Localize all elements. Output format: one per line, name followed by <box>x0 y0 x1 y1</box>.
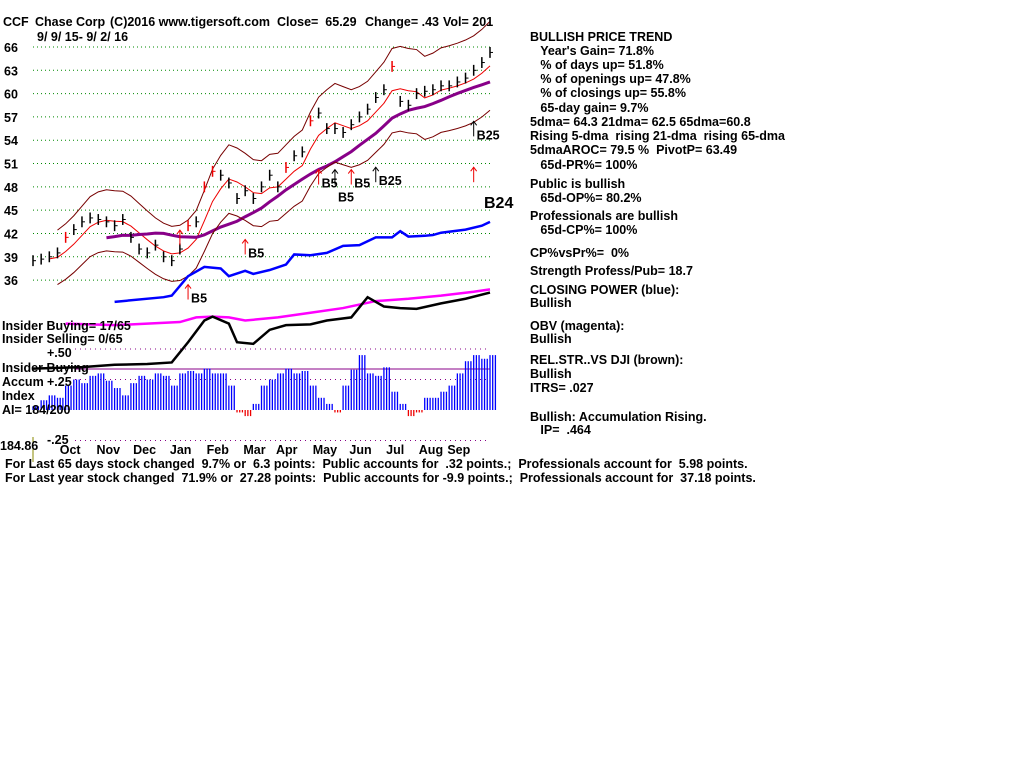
insider-buying-label: Insider Buying <box>2 361 89 375</box>
panel-line: % of days up= 51.8% <box>530 58 664 72</box>
panel-line: Rising 5-dma rising 21-dma rising 65-dma <box>530 129 785 143</box>
change-value: Change= .43 <box>365 15 439 29</box>
month-label: Aug <box>419 443 443 457</box>
y-tick-label: 60 <box>4 88 18 102</box>
y-tick-label: 66 <box>4 41 18 55</box>
signal-label: B5 <box>354 177 370 191</box>
signal-arrow-head <box>347 168 355 174</box>
ai-tick-minus25: -.25 <box>47 433 69 447</box>
b24-label: B24 <box>484 195 513 212</box>
signal-arrow-head <box>184 283 192 289</box>
panel-line: 65d-OP%= 80.2% <box>530 191 642 205</box>
ai-tick-50: +.50 <box>47 346 72 360</box>
signal-arrow-head <box>315 168 323 174</box>
panel-line: Bullish <box>530 296 572 310</box>
ai-value: AI= 184/200 <box>2 403 71 417</box>
panel-line: % of closings up= 55.8% <box>530 86 686 100</box>
y-tick-label: 42 <box>4 227 18 241</box>
rel-strength-line <box>32 291 491 370</box>
y-tick-label: 54 <box>4 134 18 148</box>
panel-line: Year's Gain= 71.8% <box>530 44 655 58</box>
panel-line: OBV (magenta): <box>530 319 625 333</box>
footer-65day: For Last 65 days stock changed 9.7% or 6… <box>5 457 748 471</box>
volume-value: Vol= 201 <box>443 15 494 29</box>
signal-label: B5 <box>191 292 207 306</box>
panel-line: ITRS= .027 <box>530 381 594 395</box>
date-range: 9/ 9/ 15- 9/ 2/ 16 <box>37 30 129 44</box>
panel-line: 65d-PR%= 100% <box>530 158 638 172</box>
signal-arrow-head <box>470 120 478 126</box>
signal-label: B25 <box>379 174 402 188</box>
signal-arrow-head <box>241 238 249 244</box>
panel-line: Bullish: Accumulation Rising. <box>530 410 707 424</box>
y-tick-label: 48 <box>4 181 18 195</box>
panel-line: % of openings up= 47.8% <box>530 72 691 86</box>
panel-line: Professionals are bullish <box>530 209 678 223</box>
signal-label: B5 <box>322 177 338 191</box>
panel-line: Strength Profess/Pub= 18.7 <box>530 264 693 278</box>
overlap-value: 184.86 <box>0 439 39 453</box>
signal-arrow-head <box>331 168 339 174</box>
y-tick-label: 63 <box>4 64 18 78</box>
month-label: Jun <box>349 443 371 457</box>
signal-label: B5 <box>248 246 264 260</box>
y-tick-label: 45 <box>4 204 18 218</box>
panel-line: Bullish <box>530 367 572 381</box>
panel-line: IP= .464 <box>530 423 591 437</box>
month-label: Oct <box>60 443 82 457</box>
panel-line: 65-day gain= 9.7% <box>530 101 649 115</box>
signal-arrow-head <box>470 166 478 172</box>
month-label: Mar <box>243 443 265 457</box>
panel-line: 5dmaAROC= 79.5 % PivotP= 63.49 <box>530 143 738 157</box>
y-tick-label: 51 <box>4 158 18 172</box>
lower-band <box>57 109 491 286</box>
signal-arrow-head <box>176 229 184 235</box>
company-name: Chase Corp <box>35 15 106 29</box>
insider-buying: Insider Buying= 17/65 <box>2 319 131 333</box>
obv-line <box>65 288 491 327</box>
accum-label: Accum <box>2 375 44 389</box>
panel-line: BULLISH PRICE TREND <box>530 30 673 44</box>
insider-selling: Insider Selling= 0/65 <box>2 332 123 346</box>
month-label: Dec <box>133 443 156 457</box>
panel-line: REL.STR..VS DJI (brown): <box>530 353 684 367</box>
ai-tick-25: +.25 <box>47 375 72 389</box>
y-tick-label: 36 <box>4 274 18 288</box>
panel-line: 65d-CP%= 100% <box>530 223 638 237</box>
month-label: Nov <box>96 443 120 457</box>
panel-line: CP%vsPr%= 0% <box>530 246 630 260</box>
signal-label: B5 <box>338 191 354 205</box>
panel-line: 5dma= 64.3 21dma= 62.5 65dma=60.8 <box>530 115 751 129</box>
month-label: Apr <box>276 443 298 457</box>
closing-power-line <box>114 220 491 304</box>
copyright: (C)2016 www.tigersoft.com <box>110 15 270 29</box>
21-dma-line <box>49 65 491 260</box>
ticker: CCF <box>3 15 29 29</box>
65-dma-line <box>106 80 491 240</box>
y-tick-label: 57 <box>4 111 18 125</box>
signal-arrow-head <box>372 166 380 172</box>
panel-line: Bullish <box>530 332 572 346</box>
index-label: Index <box>2 389 35 403</box>
panel-line: CLOSING POWER (blue): <box>530 283 680 297</box>
month-label: Jan <box>170 443 192 457</box>
footer-year: For Last year stock changed 71.9% or 27.… <box>5 471 756 485</box>
month-label: May <box>313 443 337 457</box>
panel-line: Public is bullish <box>530 177 626 191</box>
month-label: Sep <box>447 443 470 457</box>
month-label: Feb <box>207 443 230 457</box>
y-tick-label: 39 <box>4 251 18 265</box>
month-label: Jul <box>386 443 404 457</box>
signal-label: B25 <box>477 128 500 142</box>
upper-band <box>57 21 491 231</box>
close-value: Close= 65.29 <box>277 15 357 29</box>
